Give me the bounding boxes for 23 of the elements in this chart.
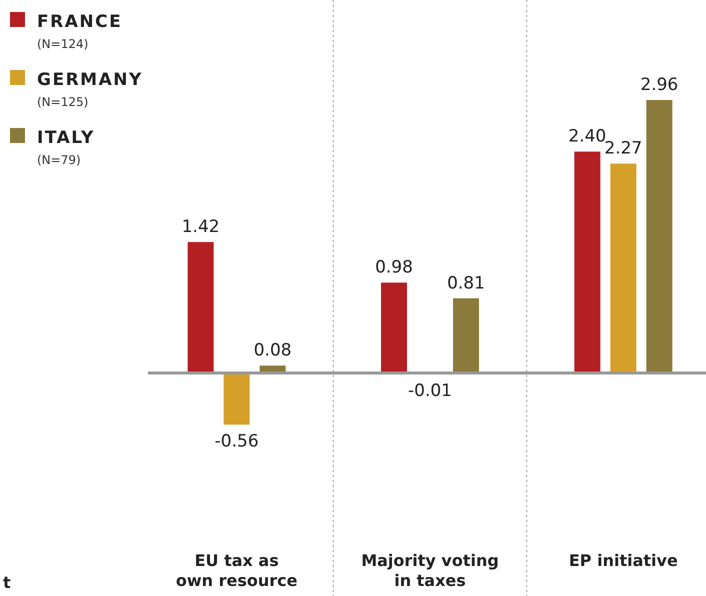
bar xyxy=(453,298,479,373)
bar xyxy=(188,242,214,373)
x-tick-label: EP initiative xyxy=(568,551,678,570)
legend-label: ITALY (N=79) xyxy=(37,128,95,167)
data-label: 2.96 xyxy=(640,75,678,95)
legend-label: FRANCE (N=124) xyxy=(37,12,122,51)
bar xyxy=(381,282,407,373)
x-tick-label: Majority voting in taxes xyxy=(361,551,499,590)
x-tick-label: EU tax as own resource xyxy=(176,551,298,590)
legend-label: GERMANY (N=125) xyxy=(37,70,143,109)
bar xyxy=(610,164,636,373)
data-label: 2.40 xyxy=(568,126,606,147)
text: t xyxy=(3,573,11,592)
bar xyxy=(646,100,672,373)
data-label: -0.01 xyxy=(408,380,452,401)
data-label: -0.56 xyxy=(214,432,259,452)
data-label: 0.08 xyxy=(254,340,292,361)
data-label: 0.81 xyxy=(447,273,485,294)
bar xyxy=(574,152,600,373)
data-label: 2.27 xyxy=(604,138,642,159)
data-label: 0.98 xyxy=(375,258,413,278)
data-label: 1.42 xyxy=(182,217,220,238)
bar xyxy=(224,373,250,425)
